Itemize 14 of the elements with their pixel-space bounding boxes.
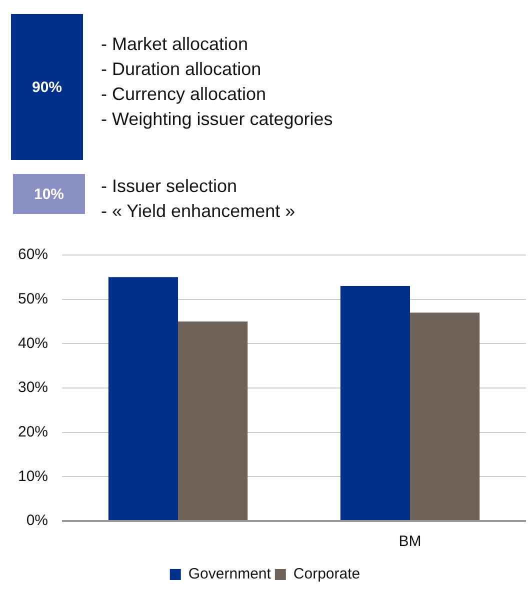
y-tick-label: 10% — [18, 468, 48, 485]
data-label: 10% — [34, 186, 64, 202]
y-tick-label: 50% — [18, 290, 48, 308]
category-label: - Market allocation - Duration allocation - Currency allocation - Weighting issuer categories — [101, 33, 333, 131]
x-tick-label: BM — [398, 533, 422, 550]
y-tick-label: 0% — [26, 512, 48, 530]
y-tick-label: 40% — [18, 334, 48, 352]
y-tick-label: 60% — [18, 246, 48, 264]
y-tick-label: 20% — [18, 423, 48, 440]
legend-label: Corporate — [293, 566, 360, 583]
y-tick-label: 30% — [18, 379, 48, 396]
legend-label: Government — [188, 566, 272, 583]
category-label: - Issuer selection - « Yield enhancement » — [101, 175, 296, 223]
data-label: 90% — [32, 78, 62, 96]
